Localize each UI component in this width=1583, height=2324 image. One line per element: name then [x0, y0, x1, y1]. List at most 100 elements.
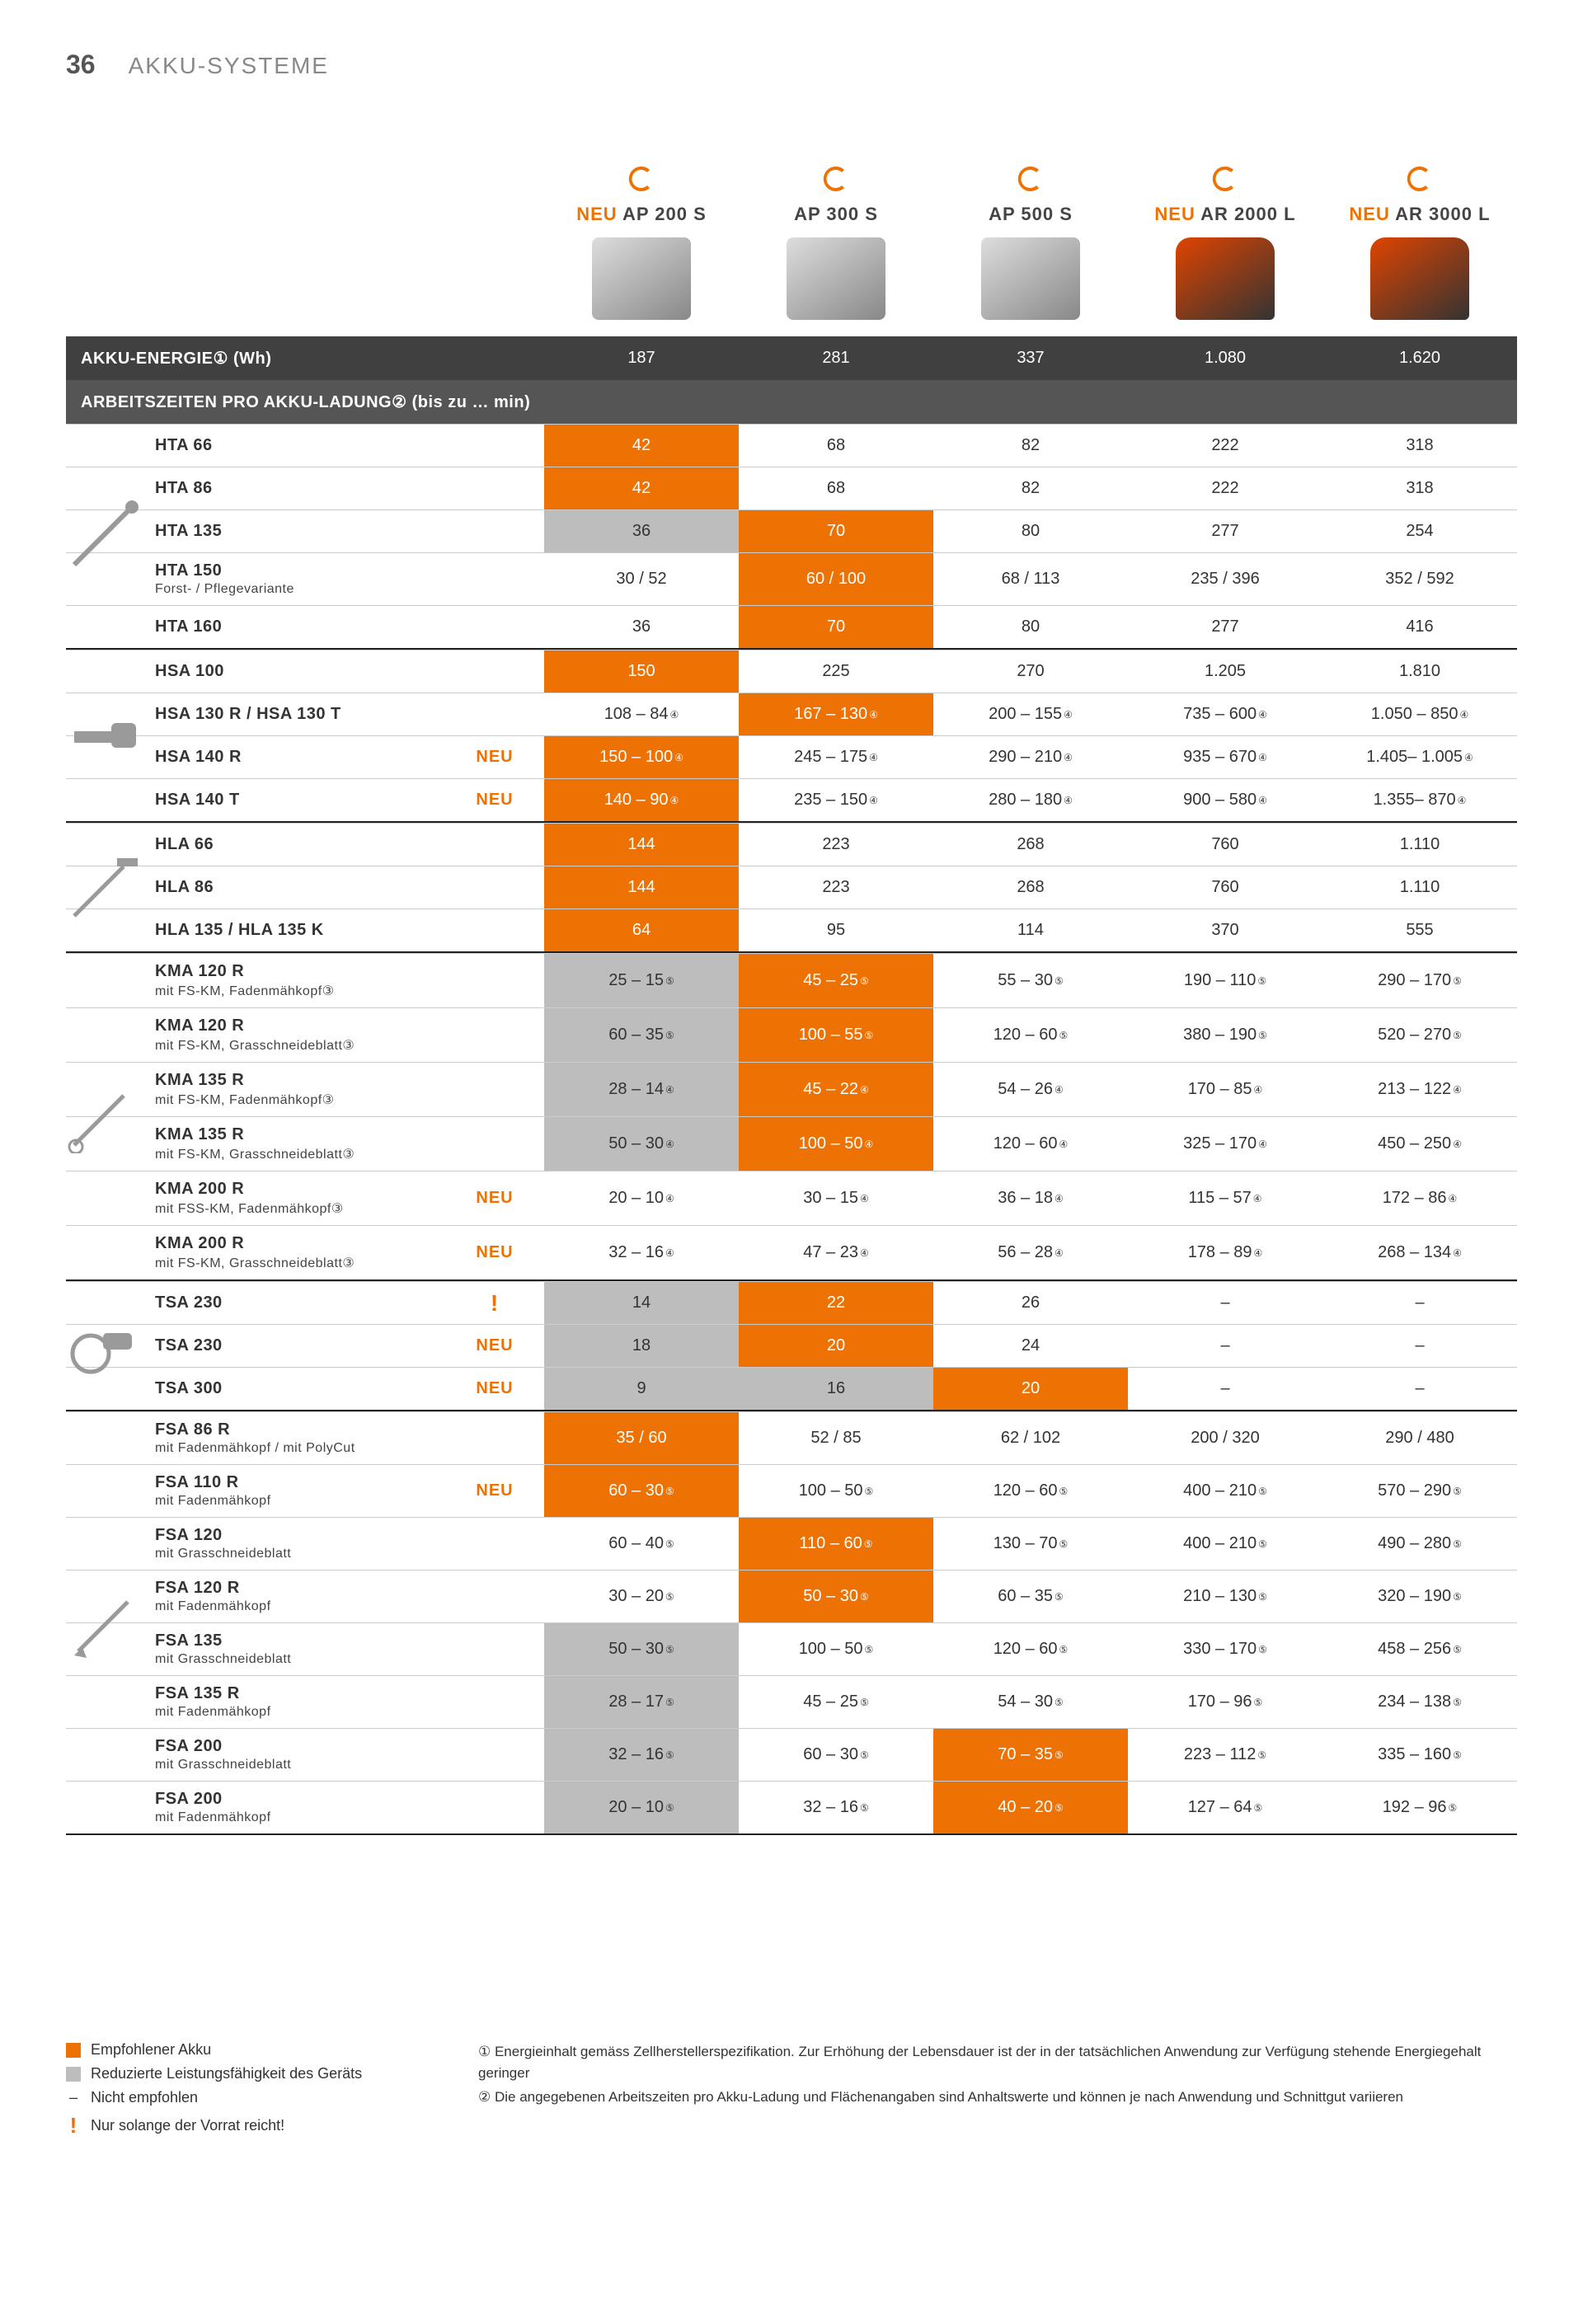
neu-badge [445, 425, 544, 467]
runtime-cell: 32 – 16⑤ [739, 1782, 933, 1833]
runtime-cell: 320 – 190⑤ [1322, 1570, 1517, 1622]
tool-name: HLA 135 / HLA 135 K [148, 909, 445, 951]
table-row: FSA 135 Rmit Fadenmähkopf28 – 17⑤45 – 25… [66, 1675, 1517, 1728]
tool-name: FSA 110 Rmit Fadenmähkopf [148, 1465, 445, 1517]
table-row: TSA 300NEU91620–– [66, 1367, 1517, 1410]
neu-badge [445, 1412, 544, 1464]
catalog-page: 36 AKKU-SYSTEME NEU AP 200 SAP 300 SAP 5… [0, 0, 1583, 2324]
runtime-cell: 30 – 20⑤ [544, 1570, 739, 1622]
runtime-cell: 150 – 100④ [544, 736, 739, 778]
table-row: HSA 130 R / HSA 130 T108 – 84④167 – 130④… [66, 693, 1517, 735]
runtime-cell: 268 – 134④ [1322, 1226, 1517, 1279]
battery-image [981, 237, 1080, 320]
runtime-cell: 268 [933, 824, 1128, 866]
runtime-cell: 450 – 250④ [1322, 1117, 1517, 1171]
tool-name: FSA 135 Rmit Fadenmähkopf [148, 1676, 445, 1728]
battery-col-label: AP 500 S [933, 204, 1128, 225]
runtime-cell: – [1322, 1368, 1517, 1410]
runtime-cell: 335 – 160⑤ [1322, 1729, 1517, 1781]
energy-value: 187 [544, 337, 739, 379]
runtime-cell: 140 – 90④ [544, 779, 739, 821]
runtime-cell: 50 – 30④ [544, 1117, 739, 1171]
runtime-cell: 28 – 14④ [544, 1063, 739, 1116]
runtime-cell: 400 – 210⑤ [1128, 1518, 1322, 1570]
table-row: HSA 1001502252701.2051.810 [66, 650, 1517, 693]
runtime-cell: 100 – 50⑤ [739, 1623, 933, 1675]
runtime-cell: 62 / 102 [933, 1412, 1128, 1464]
runtime-cell: 520 – 270⑤ [1322, 1008, 1517, 1062]
runtime-cell: 120 – 60⑤ [933, 1008, 1128, 1062]
legend-item: –Nicht empfohlen [66, 2089, 412, 2106]
runtime-cell: 32 – 16⑤ [544, 1729, 739, 1781]
table-row: FSA 120 Rmit Fadenmähkopf30 – 20⑤50 – 30… [66, 1570, 1517, 1622]
runtime-cell: 735 – 600④ [1128, 693, 1322, 735]
runtime-cell: 56 – 28④ [933, 1226, 1128, 1279]
neu-badge [445, 1676, 544, 1728]
neu-badge [445, 1570, 544, 1622]
runtime-cell: 318 [1322, 425, 1517, 467]
battery-brand-icon [820, 162, 853, 195]
table-row: FSA 200mit Grasschneideblatt32 – 16⑤60 –… [66, 1728, 1517, 1781]
runtime-label: ARBEITSZEITEN PRO AKKU-LADUNG② (bis zu …… [66, 380, 1517, 424]
runtime-cell: 40 – 20⑤ [933, 1782, 1128, 1833]
tool-name: TSA 230 [148, 1325, 445, 1367]
table-row: KMA 120 Rmit FS-KM, Fadenmähkopf③25 – 15… [66, 953, 1517, 1007]
runtime-cell: 120 – 60⑤ [933, 1623, 1128, 1675]
energy-section-bar: AKKU-ENERGIE① (Wh) 1872813371.0801.620 [66, 336, 1517, 380]
battery-image [1176, 237, 1275, 320]
runtime-cell: – [1322, 1282, 1517, 1324]
tool-name: HSA 100 [148, 650, 445, 693]
runtime-cell: 45 – 25⑤ [739, 1676, 933, 1728]
neu-badge: NEU [445, 1171, 544, 1225]
runtime-cell: 20 [739, 1325, 933, 1367]
runtime-cell: 290 / 480 [1322, 1412, 1517, 1464]
runtime-cell: 100 – 55⑤ [739, 1008, 933, 1062]
tool-name: FSA 86 Rmit Fadenmähkopf / mit PolyCut [148, 1412, 445, 1464]
neu-badge [445, 1782, 544, 1833]
neu-badge [445, 824, 544, 866]
tool-name: FSA 200mit Fadenmähkopf [148, 1782, 445, 1833]
table-row: HTA 135367080277254 [66, 509, 1517, 552]
runtime-cell: 120 – 60④ [933, 1117, 1128, 1171]
runtime-cell: 82 [933, 467, 1128, 509]
runtime-cell: 68 [739, 425, 933, 467]
battery-col-label: AP 300 S [739, 204, 933, 225]
table-row: FSA 200mit Fadenmähkopf20 – 10⑤32 – 16⑤4… [66, 1781, 1517, 1833]
runtime-cell: 35 / 60 [544, 1412, 739, 1464]
tool-name: KMA 120 Rmit FS-KM, Grasschneideblatt③ [148, 1008, 445, 1062]
table-row: KMA 135 Rmit FS-KM, Fadenmähkopf③28 – 14… [66, 1062, 1517, 1116]
runtime-cell: 60 – 30⑤ [739, 1729, 933, 1781]
battery-col-header: NEU AP 200 S [544, 162, 739, 320]
runtime-cell: 36 – 18④ [933, 1171, 1128, 1225]
neu-badge [445, 553, 544, 605]
page-header: 36 AKKU-SYSTEME [66, 49, 1517, 80]
runtime-cell: 213 – 122④ [1322, 1063, 1517, 1116]
runtime-cell: 254 [1322, 510, 1517, 552]
runtime-cell: 192 – 96⑤ [1322, 1782, 1517, 1833]
tool-name: HTA 86 [148, 467, 445, 509]
runtime-cell: 1.050 – 850④ [1322, 693, 1517, 735]
runtime-cell: 490 – 280⑤ [1322, 1518, 1517, 1570]
neu-badge: NEU [445, 1465, 544, 1517]
runtime-cell: 370 [1128, 909, 1322, 951]
runtime-cell: 70 [739, 510, 933, 552]
tool-name: KMA 200 Rmit FS-KM, Grasschneideblatt③ [148, 1226, 445, 1279]
footnote: ② Die angegebenen Arbeitszeiten pro Akku… [478, 2087, 1517, 2108]
tool-group: FSA 86 Rmit Fadenmähkopf / mit PolyCut 35… [66, 1411, 1517, 1835]
neu-badge [445, 510, 544, 552]
runtime-cell: 330 – 170⑤ [1128, 1623, 1322, 1675]
tool-name: TSA 230 [148, 1282, 445, 1324]
page-title: AKKU-SYSTEME [129, 53, 329, 79]
table-row: KMA 120 Rmit FS-KM, Grasschneideblatt③60… [66, 1007, 1517, 1062]
runtime-cell: 25 – 15⑤ [544, 954, 739, 1007]
neu-badge [445, 650, 544, 693]
neu-badge: NEU [445, 736, 544, 778]
legend-item: Empfohlener Akku [66, 2041, 412, 2059]
legend-item: !Nur solange der Vorrat reicht! [66, 2113, 412, 2139]
neu-badge: NEU [445, 779, 544, 821]
tool-category-icon [66, 698, 140, 772]
runtime-cell: – [1128, 1282, 1322, 1324]
tool-name: HSA 140 R [148, 736, 445, 778]
legend-footnotes: Empfohlener AkkuReduzierte Leistungsfähi… [66, 2041, 1517, 2145]
energy-label: AKKU-ENERGIE① (Wh) [66, 336, 544, 380]
